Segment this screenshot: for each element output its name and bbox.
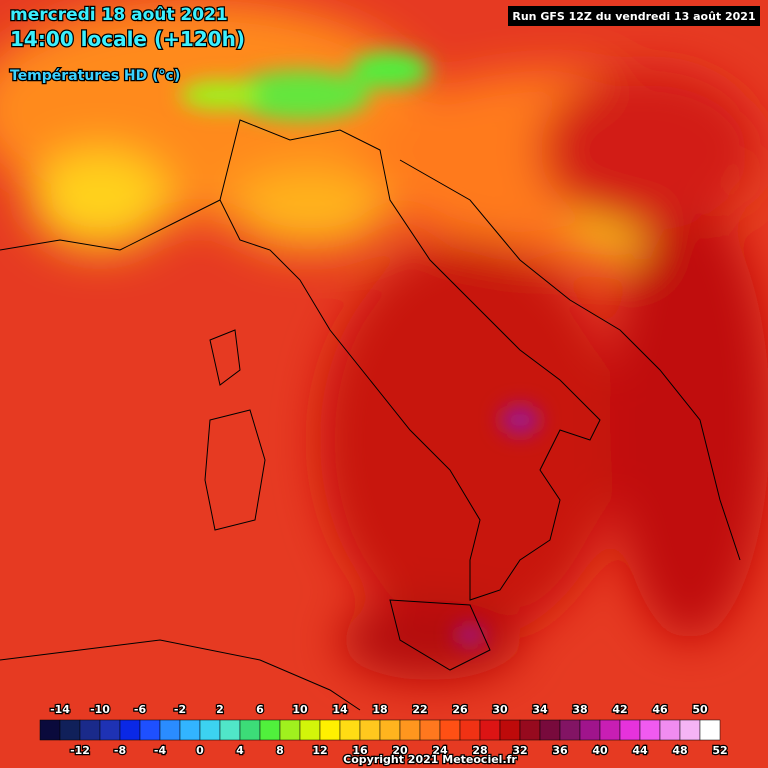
legend-swatch [159, 719, 181, 741]
legend-label: -2 [174, 703, 186, 716]
legend-label: -8 [114, 744, 126, 757]
legend-label: 36 [552, 744, 568, 757]
legend-swatch [99, 719, 121, 741]
legend-swatch [359, 719, 381, 741]
map-product: Températures HD (°c) [10, 68, 180, 84]
legend-swatch [619, 719, 641, 741]
legend-swatch [399, 719, 421, 741]
legend-label: 6 [256, 703, 264, 716]
balkan-coast [399, 159, 741, 561]
legend-swatch [179, 719, 201, 741]
legend-label: 10 [292, 703, 308, 716]
legend-label: -4 [154, 744, 167, 757]
legend-label: 16 [352, 744, 368, 757]
legend-label: 44 [632, 744, 648, 757]
legend-swatch [459, 719, 481, 741]
legend-swatch [239, 719, 261, 741]
italy-outline [219, 119, 601, 601]
legend-swatch [219, 719, 241, 741]
legend-swatch [279, 719, 301, 741]
legend-label: 2 [216, 703, 224, 716]
legend-label: 24 [432, 744, 448, 757]
legend-label: 8 [276, 744, 284, 757]
legend-label: 50 [692, 703, 708, 716]
legend-label: 46 [652, 703, 668, 716]
legend-swatch [339, 719, 361, 741]
legend-label: 42 [612, 703, 627, 716]
africa-coast [0, 639, 361, 711]
legend-swatch [39, 719, 61, 741]
legend-swatch [119, 719, 141, 741]
legend-swatch [199, 719, 221, 741]
legend-swatch [139, 719, 161, 741]
legend-label: 18 [372, 703, 387, 716]
legend-label: 0 [196, 744, 204, 757]
legend-swatch [299, 719, 321, 741]
legend-swatch [519, 719, 541, 741]
legend-label: -14 [50, 703, 70, 716]
legend-swatch [319, 719, 341, 741]
run-box [508, 6, 760, 26]
map-time: 14:00 locale (+120h) [10, 27, 245, 51]
legend-swatch [79, 719, 101, 741]
sicily-outline [389, 599, 491, 671]
legend-label: 4 [236, 744, 244, 757]
legend-swatch [379, 719, 401, 741]
legend-swatch [599, 719, 621, 741]
legend-label: -12 [70, 744, 90, 757]
legend-label: 14 [332, 703, 348, 716]
legend-label: 40 [592, 744, 608, 757]
legend-label: -6 [134, 703, 147, 716]
corsica-outline [209, 329, 241, 386]
legend-swatch [479, 719, 501, 741]
legend-label: 22 [412, 703, 427, 716]
legend-swatch [259, 719, 281, 741]
legend-label: 12 [312, 744, 327, 757]
legend-swatch [679, 719, 701, 741]
legend-swatch [439, 719, 461, 741]
legend-swatch [499, 719, 521, 741]
legend-swatch [59, 719, 81, 741]
legend: -14-12-10-8-6-4-202468101214161820222426… [39, 702, 729, 758]
legend-label: 32 [512, 744, 527, 757]
legend-swatch [579, 719, 601, 741]
legend-label: 20 [392, 744, 408, 757]
map-date: mercredi 18 août 2021 [10, 5, 228, 25]
legend-swatch [559, 719, 581, 741]
run-info: Run GFS 12Z du vendredi 13 août 2021 [512, 10, 755, 23]
legend-label: 26 [452, 703, 468, 716]
legend-label: 52 [712, 744, 727, 757]
legend-swatch [539, 719, 561, 741]
legend-label: 48 [672, 744, 687, 757]
legend-swatch [659, 719, 681, 741]
legend-label: 28 [472, 744, 487, 757]
copyright: Copyright 2021 Meteociel.fr [343, 753, 517, 766]
sardinia-outline [204, 409, 266, 531]
coastlines [0, 119, 741, 711]
legend-label: 30 [492, 703, 508, 716]
france-coast [0, 199, 221, 251]
legend-swatch [699, 719, 721, 741]
legend-swatch [639, 719, 661, 741]
legend-label: 34 [532, 703, 548, 716]
legend-label: -10 [90, 703, 110, 716]
legend-swatch [419, 719, 441, 741]
legend-label: 38 [572, 703, 587, 716]
